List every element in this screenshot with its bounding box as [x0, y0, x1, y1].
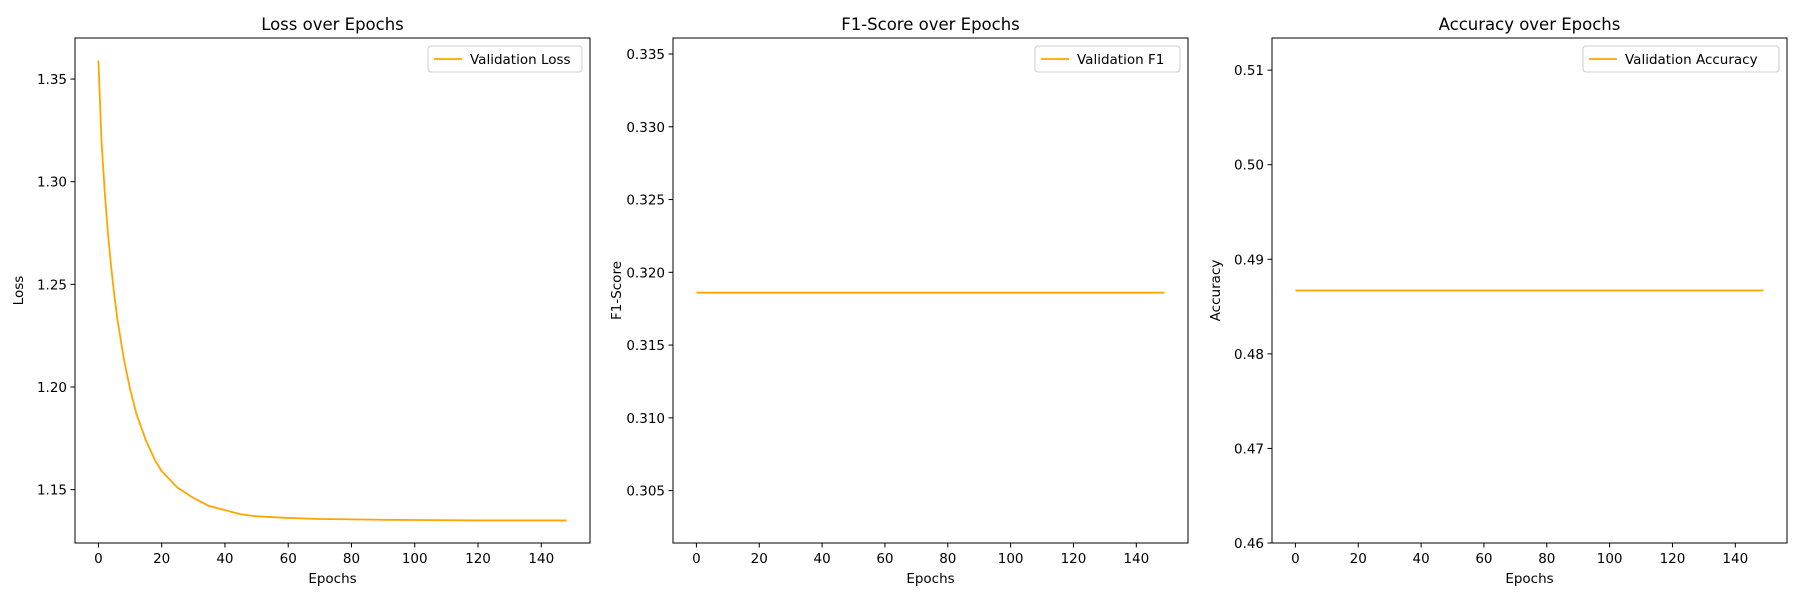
legend: Validation F1: [1034, 45, 1181, 73]
x-axis-label: Epochs: [906, 571, 954, 587]
chart-panel-3: 0 20 40 60 80 100 120 140 0.46 0.47 0.48 0.49 0.50 0.…: [1208, 15, 1788, 587]
chart-title: Loss over Epochs: [261, 15, 404, 34]
plot-area: [75, 38, 590, 543]
y-tick-label: 1.25: [37, 277, 67, 293]
x-tick-label: 80: [343, 551, 360, 567]
x-tick-label: 40: [814, 551, 831, 567]
chart-title: Accuracy over Epochs: [1439, 15, 1621, 34]
legend-box: [1034, 45, 1181, 73]
x-tick-label: 120: [1061, 551, 1087, 567]
y-tick-label: 0.46: [1234, 536, 1264, 552]
x-tick-label: 80: [1538, 551, 1555, 567]
x-tick-label: 120: [1660, 551, 1686, 567]
x-tick-label: 60: [280, 551, 297, 567]
legend-label: Validation F1: [1077, 52, 1164, 68]
legend-label: Validation Loss: [470, 52, 571, 68]
y-tick-label: 0.330: [626, 120, 665, 136]
chart-panel-1: 0 20 40 60 80 100 120 140 1.15 1.20 1.25 1.30 1.35 Lo…: [11, 15, 591, 587]
legend: Validation Loss: [427, 45, 583, 73]
x-tick-label: 20: [1350, 551, 1367, 567]
y-tick-label: 1.30: [37, 175, 67, 191]
x-axis-label: Epochs: [1505, 571, 1553, 587]
chart-panel-2: 0 20 40 60 80 100 120 140 0.305 0.310 0.315 0.320 0.…: [609, 15, 1189, 587]
y-axis-label: Accuracy: [1208, 260, 1224, 322]
y-tick-label: 0.310: [626, 411, 665, 427]
series-line-1: [97, 60, 567, 522]
y-tick-label: 0.325: [626, 193, 665, 209]
axes-frame: [74, 37, 591, 544]
x-tick-label: 20: [153, 551, 170, 567]
chart-title: F1-Score over Epochs: [841, 15, 1020, 34]
axes-frame: [672, 37, 1189, 544]
x-tick-label: 80: [939, 551, 956, 567]
legend-box: [1582, 45, 1780, 73]
x-tick-label: 0: [1291, 551, 1300, 567]
x-tick-label: 0: [692, 551, 701, 567]
x-tick-label: 140: [1123, 551, 1149, 567]
y-tick-label: 0.49: [1234, 252, 1264, 268]
x-tick-label: 40: [216, 551, 233, 567]
y-tick-label: 0.50: [1234, 158, 1264, 174]
x-tick-label: 100: [402, 551, 428, 567]
y-tick-label: 1.15: [37, 483, 67, 499]
x-tick-label: 140: [1722, 551, 1748, 567]
axes-frame: [1271, 37, 1788, 544]
x-axis-label: Epochs: [308, 571, 356, 587]
x-tick-label: 0: [94, 551, 103, 567]
x-tick-label: 120: [465, 551, 491, 567]
y-axis-label: F1-Score: [609, 261, 625, 320]
y-axis-label: Loss: [11, 276, 27, 306]
x-tick-label: 140: [528, 551, 554, 567]
y-tick-label: 0.48: [1234, 347, 1264, 363]
y-tick-label: 0.320: [626, 265, 665, 281]
x-tick-label: 100: [998, 551, 1024, 567]
y-tick-label: 0.315: [626, 338, 665, 354]
x-tick-label: 100: [1597, 551, 1623, 567]
y-tick-label: 0.305: [626, 484, 665, 500]
x-tick-label: 40: [1413, 551, 1430, 567]
x-tick-label: 60: [876, 551, 893, 567]
y-tick-label: 0.335: [626, 47, 665, 63]
y-tick-label: 1.35: [37, 72, 67, 88]
legend: Validation Accuracy: [1582, 45, 1780, 73]
y-tick-label: 1.20: [37, 380, 67, 396]
plot-area: [673, 38, 1188, 543]
legend-label: Validation Accuracy: [1625, 52, 1758, 68]
y-tick-label: 0.47: [1234, 441, 1264, 457]
y-tick-label: 0.51: [1234, 63, 1264, 79]
legend-box: [427, 45, 583, 73]
x-tick-label: 60: [1475, 551, 1492, 567]
x-tick-label: 20: [751, 551, 768, 567]
